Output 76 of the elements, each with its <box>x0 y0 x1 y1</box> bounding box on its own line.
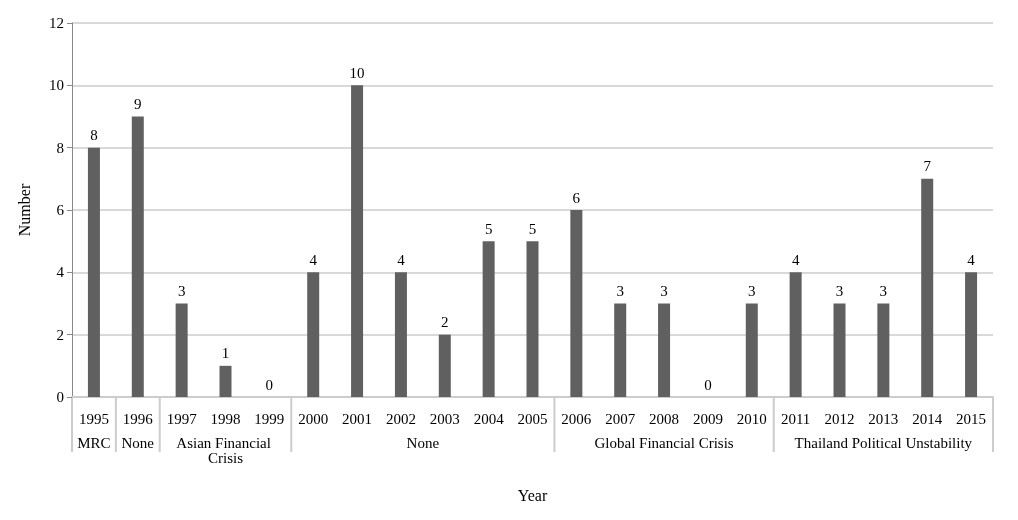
text: None <box>121 434 155 451</box>
data-label: 0 <box>704 376 712 393</box>
x-tick-label: 1996 <box>122 410 154 427</box>
text: None <box>406 434 440 451</box>
x-tick-label: 2007 <box>605 410 636 427</box>
data-label: 4 <box>791 251 800 268</box>
data-label: 2 <box>441 314 449 331</box>
x-tick-label: 2004 <box>473 410 505 427</box>
y-tick-label: 2 <box>56 326 64 343</box>
y-tick-label: 4 <box>56 264 65 281</box>
x-tick-label: 2014 <box>912 410 943 427</box>
x-tick-label: 2002 <box>385 410 416 427</box>
bar <box>614 303 627 397</box>
x-tick-label: 1995 <box>78 410 109 427</box>
bar <box>921 178 934 397</box>
bar <box>175 303 188 397</box>
x-tick-label: 2000 <box>298 410 329 427</box>
x-axis-title: Year <box>517 486 548 504</box>
data-label: 3 <box>660 283 668 299</box>
bar <box>965 272 978 397</box>
data-label: 6 <box>572 189 581 206</box>
text: Global Financial Crisis <box>594 434 734 451</box>
text: Thailand Political Unstability <box>794 434 973 451</box>
bar <box>570 210 583 397</box>
data-label: 3 <box>835 283 844 299</box>
data-label: 5 <box>528 220 537 237</box>
x-tick-label: 2013 <box>868 410 899 427</box>
data-label: 4 <box>967 251 976 268</box>
bar <box>351 85 364 397</box>
data-label: 8 <box>90 127 98 144</box>
y-tick-label: 8 <box>56 139 64 156</box>
bar <box>482 241 495 397</box>
data-label: 4 <box>397 251 406 268</box>
x-tick-label: 1998 <box>210 410 241 427</box>
x-tick-label: 2012 <box>824 410 855 427</box>
y-tick-label: 12 <box>49 15 64 31</box>
bar <box>658 303 671 397</box>
bar <box>877 303 890 397</box>
x-tick-label: 2011 <box>780 410 811 427</box>
data-label: 3 <box>616 283 624 299</box>
bar <box>789 272 802 397</box>
bar <box>526 241 539 397</box>
y-tick-label: 6 <box>56 202 65 218</box>
data-label: 3 <box>177 283 186 299</box>
data-label: 0 <box>265 376 274 393</box>
x-tick-label: 1997 <box>166 410 198 427</box>
data-label: 9 <box>134 96 142 112</box>
data-label: 5 <box>484 220 493 237</box>
data-label: 3 <box>879 283 888 299</box>
y-tick-label: 10 <box>49 77 64 94</box>
y-tick-label: 0 <box>56 389 64 405</box>
x-tick-label: 2008 <box>649 410 680 427</box>
text: MRC <box>77 434 111 451</box>
bar <box>131 116 144 397</box>
bar <box>394 272 407 397</box>
x-tick-label: 2003 <box>429 410 460 427</box>
x-tick-label: 1999 <box>254 410 285 427</box>
x-tick-label: 2010 <box>736 410 767 427</box>
y-axis-title: Number <box>15 183 33 237</box>
data-label: 7 <box>923 158 932 175</box>
bar <box>833 303 846 397</box>
bar <box>307 272 320 397</box>
data-label: 1 <box>221 345 230 362</box>
x-tick-label: 2005 <box>517 410 548 427</box>
bar <box>745 303 758 397</box>
text: Asian Financial Crisis <box>176 434 275 466</box>
bar <box>438 334 451 397</box>
bar <box>87 147 100 397</box>
data-label: 4 <box>309 251 318 268</box>
x-tick-label: 2001 <box>342 410 373 427</box>
x-tick-label: 2006 <box>561 410 592 427</box>
x-tick-label: 2009 <box>692 410 723 427</box>
data-label: 3 <box>748 283 756 299</box>
bar <box>219 365 232 397</box>
x-tick-label: 2015 <box>956 410 987 427</box>
data-label: 10 <box>349 64 365 81</box>
